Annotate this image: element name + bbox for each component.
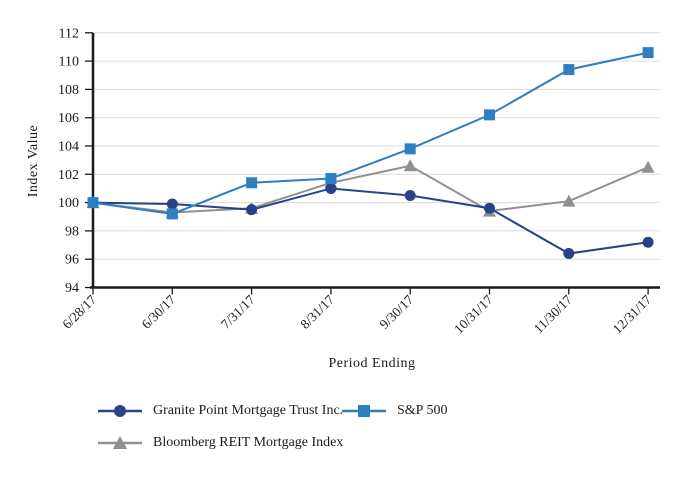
circle-marker <box>404 190 416 202</box>
y-axis-title: Index Value <box>26 124 41 198</box>
x-tick-label: 6/30/17 <box>139 292 179 332</box>
x-tick-label: 6/28/17 <box>59 292 99 332</box>
triangle-marker <box>641 160 655 173</box>
circle-marker <box>246 204 258 216</box>
series-line <box>92 164 649 214</box>
y-tick-label: 100 <box>58 196 79 211</box>
square-marker <box>87 197 99 209</box>
square-marker <box>404 143 416 155</box>
square-marker <box>325 173 337 185</box>
y-tick-label: 102 <box>58 168 79 183</box>
circle-marker <box>325 182 337 194</box>
triangle-marker <box>403 159 417 172</box>
square-marker <box>166 208 178 220</box>
y-tick-label: 112 <box>59 26 79 41</box>
x-tick-label: 10/31/17 <box>451 292 496 337</box>
x-tick-label: 9/30/17 <box>377 292 417 332</box>
y-tick-label: 108 <box>58 83 79 98</box>
x-tick-label: 7/31/17 <box>218 292 258 332</box>
y-tick-label: 98 <box>65 224 79 239</box>
square-marker <box>246 177 258 189</box>
circle-marker <box>166 198 178 210</box>
x-tick-label: 12/31/17 <box>610 292 655 337</box>
y-tick-label: 106 <box>58 111 79 126</box>
x-tick-label: 8/31/17 <box>297 292 337 332</box>
circle-marker <box>642 236 654 248</box>
circle-marker <box>484 202 495 214</box>
series-circle <box>87 182 654 260</box>
x-axis-title: Period Ending <box>328 356 416 371</box>
series-line <box>92 51 649 215</box>
square-marker <box>563 64 575 76</box>
triangle-marker <box>562 194 576 207</box>
series-square <box>87 47 654 220</box>
y-tick-label: 94 <box>65 281 79 296</box>
y-tick-label: 96 <box>65 253 79 268</box>
y-tick-label: 104 <box>58 140 79 155</box>
y-tick-label: 110 <box>59 55 79 70</box>
series-line <box>92 187 649 255</box>
square-marker <box>484 109 495 121</box>
x-tick-label: 11/30/17 <box>531 292 575 336</box>
square-marker <box>642 47 654 59</box>
circle-marker <box>563 248 575 260</box>
